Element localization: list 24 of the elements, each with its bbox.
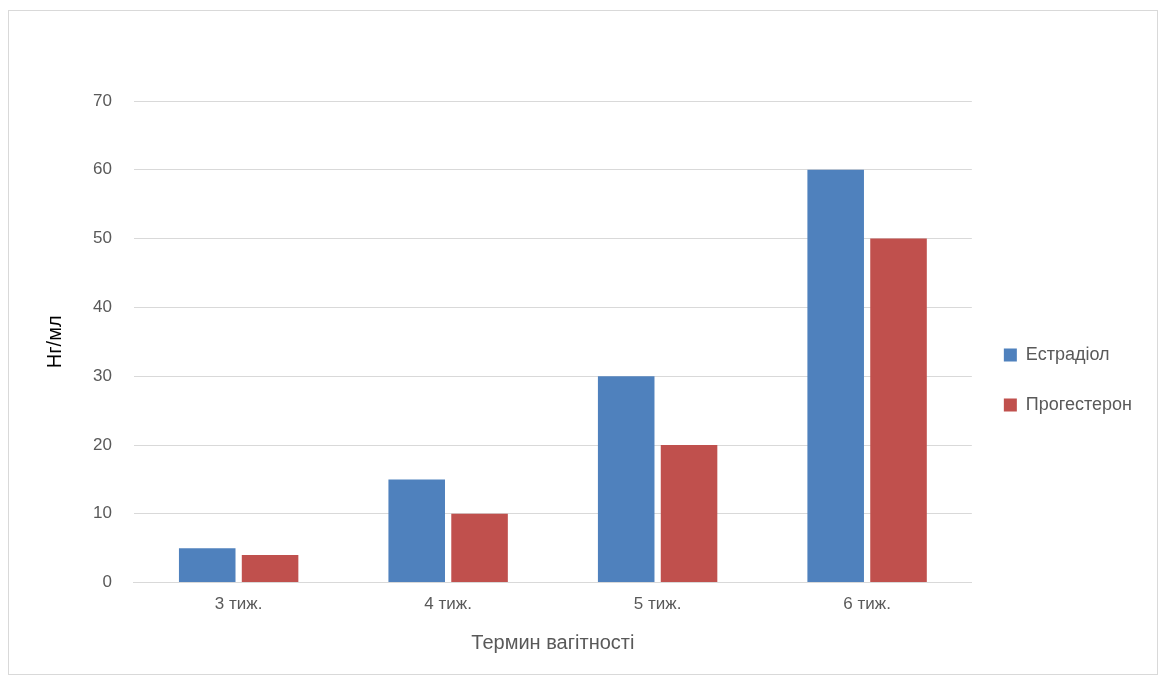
x-axis-title: Термин вагітності: [471, 630, 635, 653]
bar: [870, 238, 927, 583]
bar: [241, 555, 299, 583]
x-tick-label: 4 тиж.: [424, 594, 472, 614]
x-tick-label: 6 тиж.: [843, 594, 891, 614]
legend-label: Прогестерон: [1025, 393, 1132, 414]
y-axis-title: Нг/мл: [42, 315, 65, 369]
bar: [451, 513, 508, 583]
y-tick-label: 50: [92, 228, 112, 248]
y-tick-label: 0: [102, 572, 112, 592]
y-tick-label: 10: [92, 503, 112, 523]
y-tick-label: 30: [92, 365, 112, 385]
bar: [660, 445, 718, 583]
bar: [597, 376, 655, 583]
x-tick-label: 5 тиж.: [633, 594, 682, 614]
bar: [388, 479, 445, 583]
y-tick-label: 40: [92, 297, 112, 317]
legend-label: Естрадіол: [1025, 343, 1110, 364]
bar: [807, 169, 864, 583]
x-tick-label: 3 тиж.: [214, 594, 263, 614]
y-tick-label: 70: [92, 90, 112, 110]
bar: [178, 548, 236, 583]
y-tick-label: 60: [92, 159, 112, 179]
y-tick-label: 20: [92, 434, 112, 454]
